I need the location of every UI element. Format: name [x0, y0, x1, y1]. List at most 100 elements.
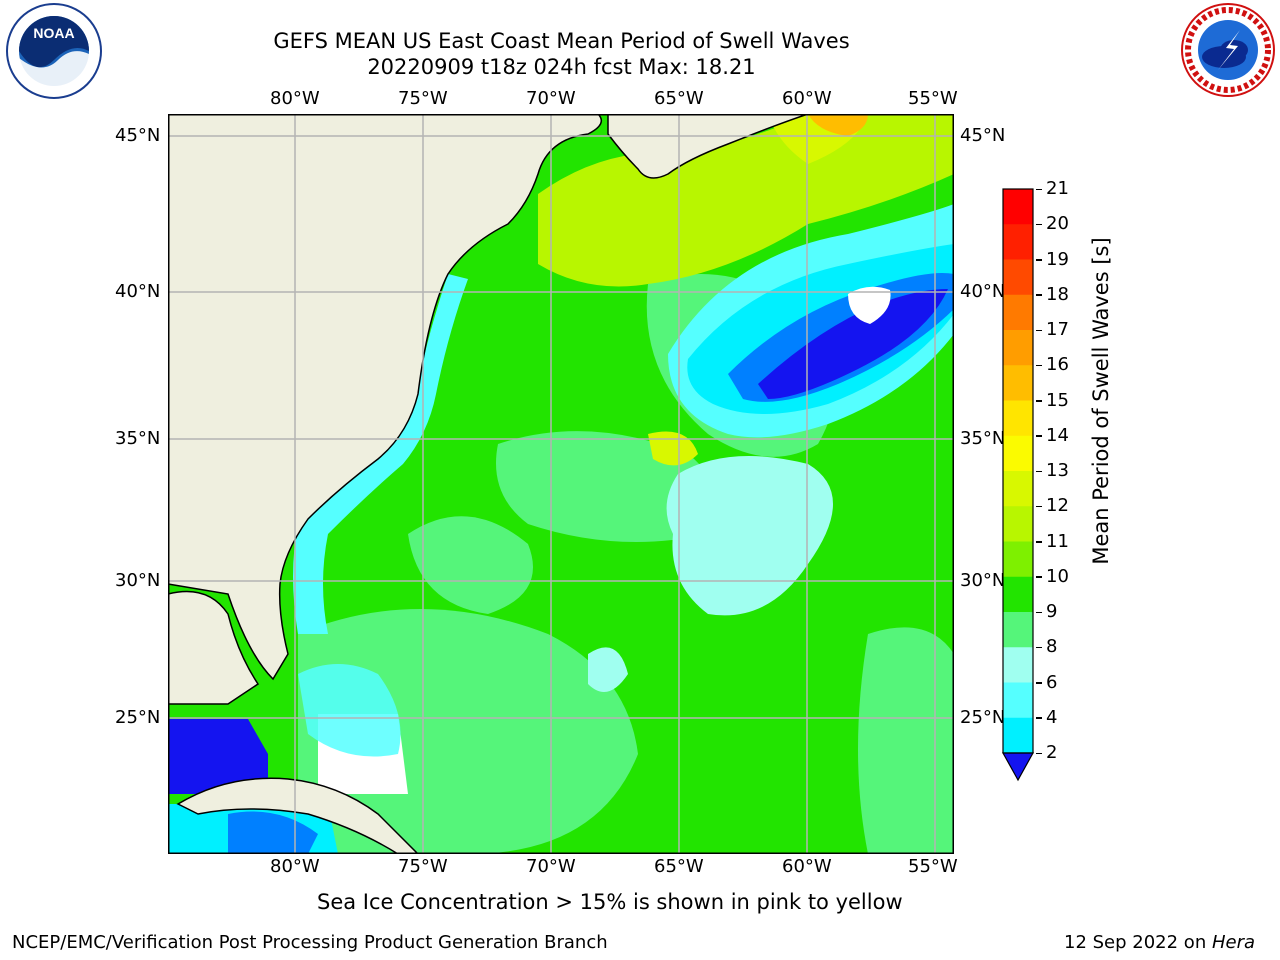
colorbar-tick-mark — [1036, 223, 1042, 226]
field-13s-patch — [648, 431, 698, 466]
field-2s-tongue — [758, 289, 948, 399]
lat-label-right-45n: 45°N — [960, 125, 1006, 146]
colorbar-tick-mark — [1036, 364, 1042, 367]
colorbar-tick-mark — [1036, 505, 1042, 508]
lon-label-top-75w: 75°W — [398, 88, 448, 109]
colorbar-tick-label: 16 — [1046, 354, 1069, 376]
colorbar-band — [1003, 506, 1033, 542]
colorbar — [1001, 188, 1035, 782]
lon-label-top-55w: 55°W — [908, 88, 958, 109]
colorbar-tick-mark — [1036, 646, 1042, 649]
field-16s-north — [808, 114, 868, 136]
colorbar-tick-mark — [1036, 576, 1042, 578]
lon-label-top-65w: 65°W — [654, 88, 704, 109]
colorbar-tick-label: 6 — [1046, 671, 1058, 693]
colorbar-tick-label: 2 — [1046, 742, 1058, 763]
footer-left: NCEP/EMC/Verification Post Processing Pr… — [12, 932, 608, 953]
colorbar-tick-label: 12 — [1046, 495, 1069, 517]
missing-data-patch — [848, 286, 891, 324]
field-9s-east — [858, 627, 954, 854]
sea-ice-note: Sea Ice Concentration > 15% is shown in … — [317, 890, 903, 914]
colorbar-band — [1003, 259, 1033, 296]
lat-label-right-30n: 30°N — [960, 570, 1006, 591]
colorbar-tick-mark — [1036, 682, 1042, 684]
colorbar-label: Mean Period of Swell Waves [s] — [1089, 237, 1113, 565]
colorbar-tick-mark — [1036, 611, 1042, 613]
lat-label-left-30n: 30°N — [115, 570, 161, 591]
chart-title: GEFS MEAN US East Coast Mean Period of S… — [273, 29, 850, 53]
colorbar-band — [1003, 435, 1033, 472]
colorbar-tick-label: 18 — [1046, 283, 1069, 305]
gulf-blue — [168, 719, 268, 794]
land-florida — [168, 590, 260, 705]
footer-right: 12 Sep 2022 on Hera — [1064, 932, 1255, 953]
colorbar-tick-mark — [1036, 259, 1042, 261]
lon-label-top-70w: 70°W — [526, 88, 576, 109]
graticule — [168, 114, 954, 854]
colorbar-band — [1003, 224, 1033, 260]
lat-label-left-25n: 25°N — [115, 707, 161, 728]
field-9s-blob — [666, 456, 833, 616]
colorbar-tick-label: 19 — [1046, 248, 1069, 270]
colorbar-frame — [1002, 188, 1034, 754]
colorbar-tick-mark — [1036, 541, 1042, 543]
colorbar-band — [1003, 612, 1033, 648]
colorbar-tick-mark — [1036, 435, 1042, 437]
colorbar-band — [1003, 471, 1033, 507]
lon-label-bottom-80w: 80°W — [270, 856, 320, 877]
lon-label-top-60w: 60°W — [782, 88, 832, 109]
nws-logo — [1181, 3, 1275, 97]
lon-label-bottom-75w: 75°W — [398, 856, 448, 877]
colorbar-band — [1003, 365, 1033, 401]
noaa-logo-text: NOAA — [33, 25, 74, 41]
bahamas-cyan — [298, 664, 401, 757]
colorbar-tick-label: 13 — [1046, 460, 1069, 481]
colorbar-tick-label: 17 — [1046, 319, 1069, 340]
lon-label-bottom-70w: 70°W — [526, 856, 576, 877]
field-9s-small — [588, 647, 628, 692]
colorbar-tick-label: 9 — [1046, 601, 1058, 622]
field-9s-west — [408, 516, 533, 614]
chart-subtitle: 20220909 t18z 024h fcst Max: 18.21 — [367, 55, 756, 79]
colorbar-tick-label: 21 — [1046, 178, 1069, 199]
colorbar-band — [1003, 400, 1033, 437]
lon-label-bottom-60w: 60°W — [782, 856, 832, 877]
land-us-east — [168, 114, 603, 681]
footer-date: 12 Sep 2022 on — [1064, 932, 1212, 953]
colorbar-tick-label: 15 — [1046, 389, 1069, 411]
map-frame — [168, 114, 954, 854]
footer-machine: Hera — [1211, 932, 1255, 953]
colorbar-tick-label: 11 — [1046, 530, 1069, 552]
noaa-logo: NOAA — [6, 3, 102, 99]
colorbar-tick-mark — [1036, 400, 1042, 402]
swell-period-map — [168, 114, 954, 854]
colorbar-tick-mark — [1036, 470, 1042, 472]
colorbar-tick-label: 20 — [1046, 213, 1069, 235]
colorbar-tick-label: 8 — [1046, 636, 1058, 658]
colorbar-tick-label: 10 — [1046, 565, 1069, 587]
lat-label-right-40n: 40°N — [960, 281, 1006, 302]
lat-label-left-40n: 40°N — [115, 281, 161, 302]
colorbar-bands — [1003, 189, 1033, 754]
lat-label-right-25n: 25°N — [960, 707, 1006, 728]
land-nova-scotia — [607, 114, 809, 179]
colorbar-band — [1003, 647, 1033, 683]
colorbar-band — [1003, 294, 1033, 331]
colorbar-band — [1003, 330, 1033, 366]
colorbar-band — [1003, 576, 1033, 613]
colorbar-band — [1003, 682, 1033, 719]
colorbar-band — [1003, 541, 1033, 578]
colorbar-ticks: 21 20 19 18 17 16 15 14 13 12 11 10 9 8 6 4 2 — [1036, 178, 1086, 786]
colorbar-extend-arrow — [1001, 752, 1035, 782]
colorbar-tick-mark — [1036, 188, 1042, 190]
colorbar-tick-label: 4 — [1046, 706, 1058, 728]
colorbar-tick-mark — [1036, 752, 1042, 754]
land-cuba — [176, 777, 420, 854]
colorbar-tick-mark — [1036, 294, 1042, 296]
lon-label-bottom-55w: 55°W — [908, 856, 958, 877]
colorbar-tick-label: 14 — [1046, 424, 1069, 446]
colorbar-band — [1003, 189, 1033, 225]
lon-label-bottom-65w: 65°W — [654, 856, 704, 877]
colorbar-tick-mark — [1036, 717, 1042, 719]
lat-label-left-45n: 45°N — [115, 125, 161, 146]
